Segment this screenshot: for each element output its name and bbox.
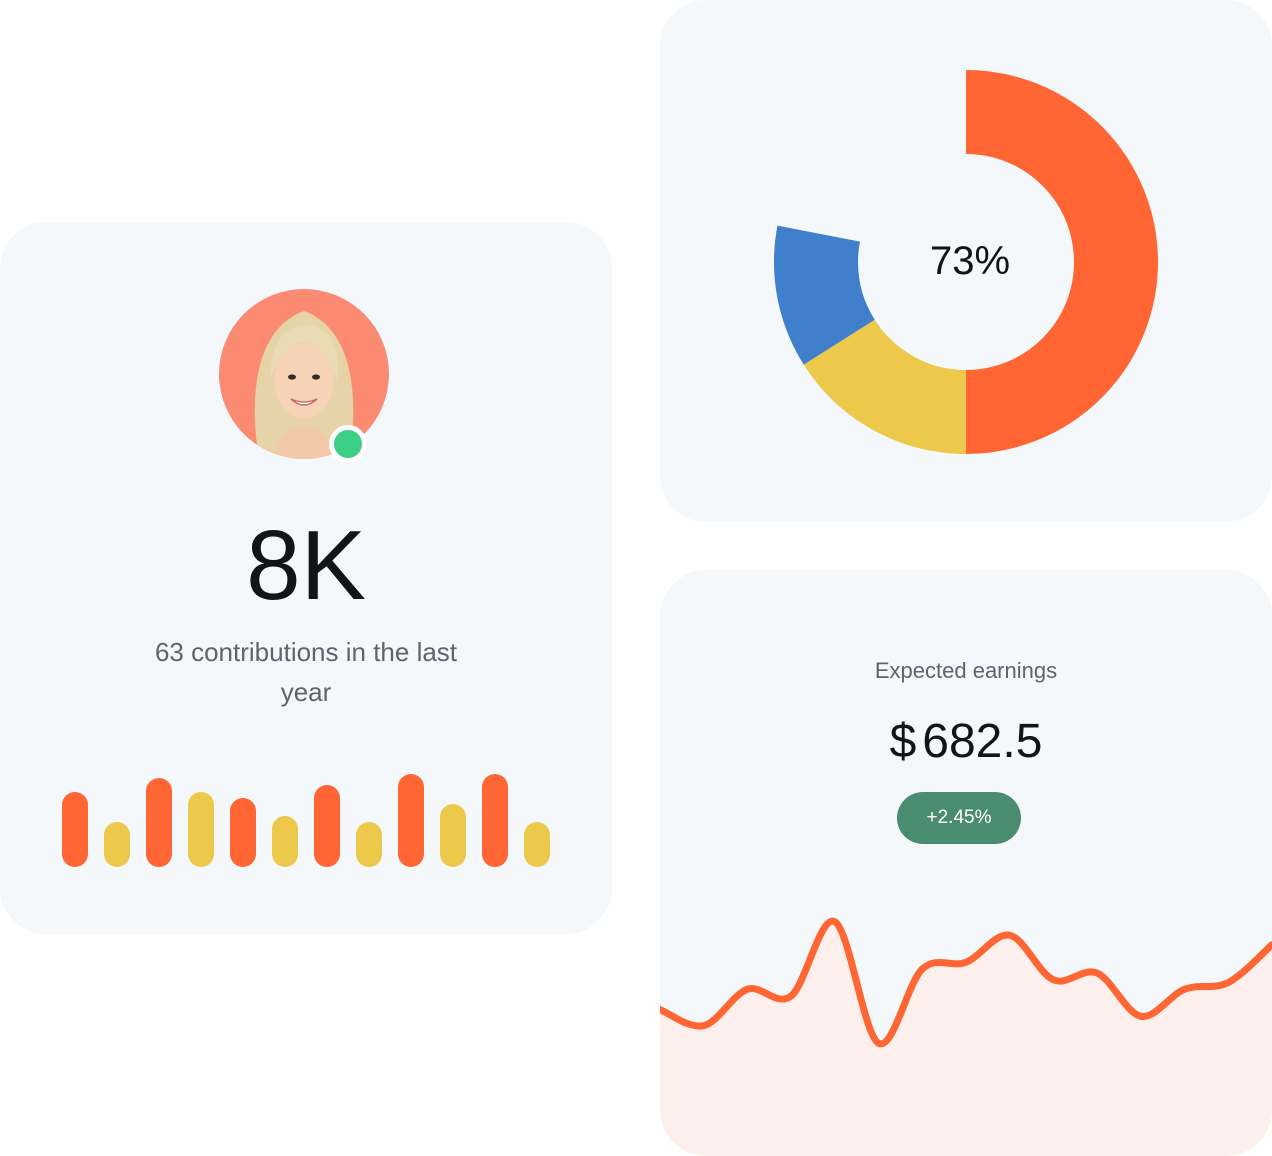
activity-bar [188,792,214,867]
activity-bar [146,778,172,867]
activity-bar [524,822,550,867]
activity-bar [62,792,88,867]
contributions-subtitle: 63 contributions in the last year [154,637,458,707]
earnings-trend-line [660,917,1272,1048]
contributions-total: 8K [246,510,366,620]
donut-chart [774,70,1158,454]
activity-bar [356,822,382,867]
earnings-trend-chart [660,917,1272,1156]
earnings-amount-value: 682.5 [922,715,1043,768]
activity-bar [482,774,508,867]
donut-card: 73% [660,0,1272,522]
avatar[interactable] [219,289,391,463]
donut-slice [774,70,1158,454]
activity-bar [230,798,256,867]
activity-bar [440,804,466,867]
activity-bar [314,785,340,867]
earnings-card: Expected earnings $682.5 +2.45% [660,570,1272,1156]
earnings-currency: $ [889,715,917,768]
activity-bar [272,816,298,867]
online-status-indicator [329,425,367,463]
activity-bar [398,774,424,867]
activity-bar [104,822,130,867]
donut-slice [774,70,1158,454]
donut-center-label: 73% [929,239,1011,283]
activity-bar-chart [62,767,552,867]
earnings-trend-area [660,921,1272,1156]
profile-card: 8K 63 contributions in the last year [0,222,612,934]
earnings-change-badge[interactable]: +2.45% [897,792,1021,844]
person-photo-icon [219,289,389,459]
earnings-amount: $682.5 [660,712,1272,772]
earnings-title: Expected earnings [874,658,1058,683]
